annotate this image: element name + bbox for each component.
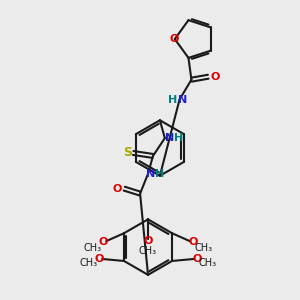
Text: O: O xyxy=(188,237,197,247)
Text: H: H xyxy=(174,133,183,143)
Text: CH₃: CH₃ xyxy=(79,258,98,268)
Text: CH₃: CH₃ xyxy=(195,243,213,253)
Text: S: S xyxy=(123,146,132,160)
Text: O: O xyxy=(112,184,122,194)
Text: O: O xyxy=(169,34,178,44)
Text: CH₃: CH₃ xyxy=(199,258,217,268)
Text: O: O xyxy=(211,72,220,82)
Text: O: O xyxy=(143,236,153,246)
Text: N: N xyxy=(165,133,174,143)
Text: CH₃: CH₃ xyxy=(139,246,157,256)
Text: CH₃: CH₃ xyxy=(83,243,101,253)
Text: H: H xyxy=(168,95,177,106)
Text: O: O xyxy=(94,254,104,264)
Text: H: H xyxy=(155,169,164,179)
Text: N: N xyxy=(146,169,156,179)
Text: O: O xyxy=(98,237,108,247)
Text: O: O xyxy=(192,254,202,264)
Text: N: N xyxy=(178,95,187,106)
